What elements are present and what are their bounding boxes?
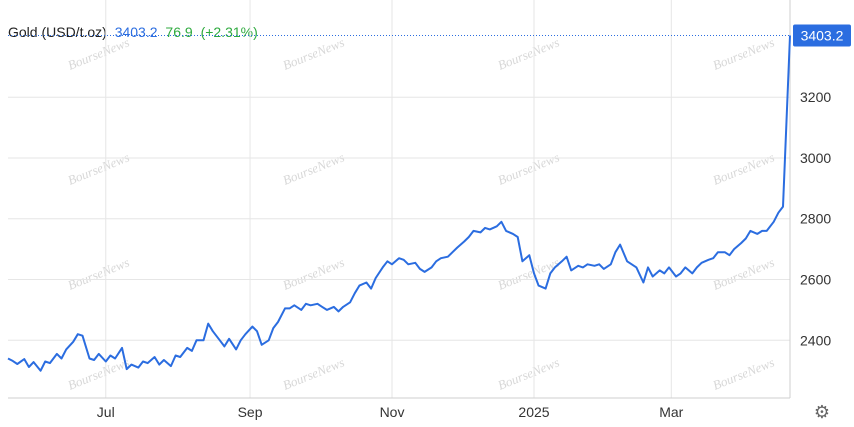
- price-change-percent: (+2.31%): [200, 24, 258, 40]
- x-tick-label: Jul: [97, 404, 115, 420]
- x-tick-label: Mar: [659, 404, 683, 420]
- gear-icon[interactable]: ⚙: [813, 402, 831, 422]
- watermark-text: BourseNews: [66, 355, 132, 393]
- x-tick-label: Sep: [238, 404, 263, 420]
- last-price-tag: [793, 24, 851, 47]
- watermark-text: BourseNews: [711, 355, 777, 393]
- chart-header: Gold (USD/t.oz) 3403.2 76.9 (+2.31%): [8, 23, 262, 41]
- y-tick-label: 2600: [800, 272, 831, 288]
- watermark-text: BourseNews: [711, 35, 777, 73]
- instrument-name: Gold (USD/t.oz): [8, 24, 107, 40]
- watermark-text: BourseNews: [496, 35, 562, 73]
- watermark-text: BourseNews: [496, 150, 562, 188]
- price-series-line: [7, 35, 791, 372]
- watermark-text: BourseNews: [66, 255, 132, 293]
- y-tick-label: 3200: [800, 89, 831, 105]
- x-tick-label: Nov: [380, 404, 405, 420]
- watermark-text: BourseNews: [281, 355, 347, 393]
- watermark-text: BourseNews: [496, 355, 562, 393]
- y-tick-label: 2400: [800, 332, 831, 348]
- watermark-text: BourseNews: [281, 35, 347, 73]
- watermark-text: BourseNews: [711, 150, 777, 188]
- watermark-text: BourseNews: [281, 150, 347, 188]
- watermark-text: BourseNews: [281, 255, 347, 293]
- last-price: 3403.2: [114, 24, 158, 40]
- x-tick-label: 2025: [518, 404, 549, 420]
- watermark-text: BourseNews: [66, 150, 132, 188]
- watermark-text: BourseNews: [496, 255, 562, 293]
- y-tick-label: 2800: [800, 211, 831, 227]
- watermark-text: BourseNews: [711, 255, 777, 293]
- watermark-text: BourseNews: [66, 35, 132, 73]
- y-tick-label: 3000: [800, 150, 831, 166]
- price-change: 76.9: [165, 24, 193, 40]
- last-price-tag-label: 3403.2: [801, 27, 844, 43]
